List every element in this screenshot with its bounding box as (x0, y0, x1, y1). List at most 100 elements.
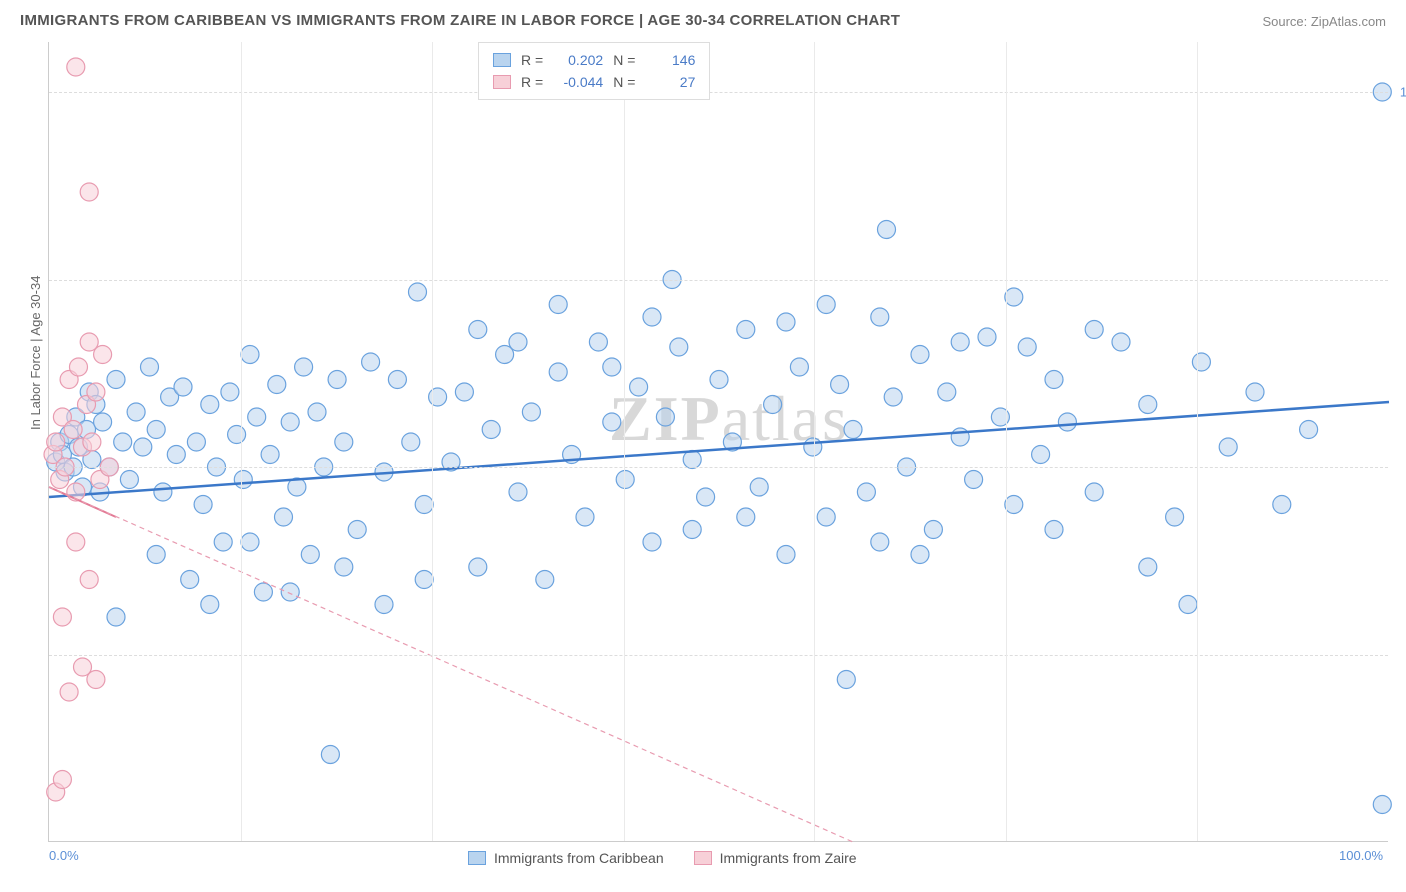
data-point (737, 321, 755, 339)
data-point (871, 308, 889, 326)
n-label: N = (613, 49, 635, 71)
data-point (234, 471, 252, 489)
data-point (1273, 496, 1291, 514)
data-point (737, 508, 755, 526)
data-point (469, 321, 487, 339)
data-point (710, 371, 728, 389)
data-point (402, 433, 420, 451)
data-point (83, 433, 101, 451)
data-point (201, 396, 219, 414)
data-point (415, 496, 433, 514)
data-point (965, 471, 983, 489)
data-point (643, 533, 661, 551)
data-point (831, 376, 849, 394)
legend-label: Immigrants from Zaire (720, 850, 857, 866)
legend-row-zaire: R = -0.044 N = 27 (493, 71, 695, 93)
data-point (951, 428, 969, 446)
data-point (87, 383, 105, 401)
data-point (67, 533, 85, 551)
data-point (281, 583, 299, 601)
x-gridline (1006, 42, 1007, 841)
series-legend: Immigrants from Caribbean Immigrants fro… (468, 850, 857, 866)
data-point (53, 771, 71, 789)
source-attribution: Source: ZipAtlas.com (1262, 14, 1386, 29)
data-point (87, 671, 105, 689)
data-point (409, 283, 427, 301)
data-point (549, 296, 567, 314)
data-point (308, 403, 326, 421)
data-point (154, 483, 172, 501)
data-point (114, 433, 132, 451)
data-point (616, 471, 634, 489)
data-point (1005, 496, 1023, 514)
data-point (214, 533, 232, 551)
data-point (817, 296, 835, 314)
data-point (857, 483, 875, 501)
data-point (328, 371, 346, 389)
r-label: R = (521, 49, 543, 71)
legend-row-caribbean: R = 0.202 N = 146 (493, 49, 695, 71)
x-tick-label: 0.0% (49, 848, 79, 863)
trend-line (49, 487, 853, 842)
data-point (67, 58, 85, 76)
data-point (241, 346, 259, 364)
data-point (1300, 421, 1318, 439)
data-point (817, 508, 835, 526)
data-point (509, 483, 527, 501)
data-point (147, 421, 165, 439)
y-axis-label: In Labor Force | Age 30-34 (28, 276, 43, 430)
data-point (878, 221, 896, 239)
chart-title: IMMIGRANTS FROM CARIBBEAN VS IMMIGRANTS … (20, 12, 900, 29)
swatch-caribbean (493, 53, 511, 67)
n-value: 27 (645, 71, 695, 93)
data-point (261, 446, 279, 464)
data-point (656, 408, 674, 426)
data-point (281, 413, 299, 431)
data-point (94, 346, 112, 364)
legend-label: Immigrants from Caribbean (494, 850, 664, 866)
data-point (536, 571, 554, 589)
data-point (375, 596, 393, 614)
plot-area: ZIPatlas 77.5%85.0%92.5%100.0%0.0%100.0% (48, 42, 1388, 842)
data-point (415, 571, 433, 589)
data-point (187, 433, 205, 451)
data-point (107, 371, 125, 389)
data-point (1045, 371, 1063, 389)
x-gridline (241, 42, 242, 841)
data-point (837, 671, 855, 689)
data-point (80, 183, 98, 201)
r-label: R = (521, 71, 543, 93)
data-point (630, 378, 648, 396)
data-point (1166, 508, 1184, 526)
gridline (49, 92, 1388, 93)
data-point (777, 313, 795, 331)
gridline (49, 467, 1388, 468)
data-point (120, 471, 138, 489)
data-point (321, 746, 339, 764)
data-point (951, 333, 969, 351)
data-point (53, 608, 71, 626)
data-point (1373, 796, 1391, 814)
data-point (141, 358, 159, 376)
data-point (670, 338, 688, 356)
y-tick-label: 100.0% (1400, 85, 1406, 100)
data-point (335, 433, 353, 451)
data-point (194, 496, 212, 514)
n-value: 146 (645, 49, 695, 71)
r-value: 0.202 (553, 49, 603, 71)
data-point (1085, 483, 1103, 501)
data-point (884, 388, 902, 406)
data-point (60, 683, 78, 701)
data-point (181, 571, 199, 589)
data-point (388, 371, 406, 389)
data-point (603, 358, 621, 376)
data-point (201, 596, 219, 614)
chart-container: ZIPatlas 77.5%85.0%92.5%100.0%0.0%100.0%… (48, 42, 1388, 842)
data-point (80, 571, 98, 589)
legend-item-caribbean: Immigrants from Caribbean (468, 850, 664, 866)
data-point (911, 346, 929, 364)
data-point (107, 608, 125, 626)
data-point (790, 358, 808, 376)
data-point (750, 478, 768, 496)
data-point (509, 333, 527, 351)
